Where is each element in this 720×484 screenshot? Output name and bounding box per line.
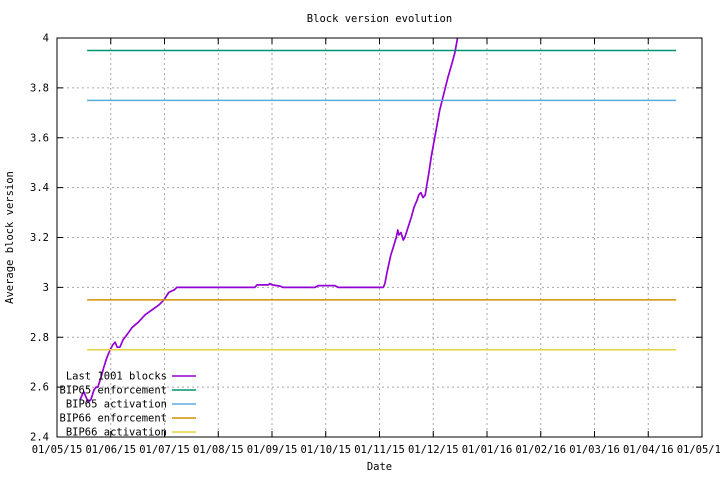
y-tick-label: 3.2 [30,232,49,244]
y-tick-label: 2.4 [30,432,49,444]
y-axis-label: Average block version [4,171,16,304]
x-tick-label: 01/05/15 [32,444,83,456]
x-tick-label: 01/12/15 [408,444,459,456]
x-tick-label: 01/10/15 [300,444,351,456]
legend-label: BIP66 activation [66,427,167,439]
x-tick-label: 01/02/16 [515,444,566,456]
y-tick-label: 4 [43,33,49,45]
legend-label: BIP66 enforcement [60,413,167,425]
y-tick-label: 2.6 [30,382,49,394]
legend-item: BIP65 activation [66,399,196,411]
main-series-line [79,38,459,403]
x-axis-label: Date [367,461,392,473]
x-tick-label: 01/11/15 [354,444,405,456]
x-tick-label: 01/06/15 [85,444,136,456]
x-tick-label: 01/04/16 [623,444,674,456]
x-tick-label: 01/09/15 [247,444,298,456]
legend-item: BIP66 activation [66,427,196,439]
y-tick-label: 3 [43,282,49,294]
x-tick-label: 01/07/15 [139,444,190,456]
y-tick-label: 3.4 [30,182,49,194]
y-tick-label: 3.6 [30,132,49,144]
legend-item: Last 1001 blocks [66,371,196,383]
legend-label: Last 1001 blocks [66,371,167,383]
y-tick-label: 3.8 [30,82,49,94]
chart-title: Block version evolution [307,13,452,25]
x-tick-label: 01/08/15 [193,444,244,456]
x-tick-label: 01/05/16 [677,444,720,456]
y-tick-label: 2.8 [30,332,49,344]
legend-label: BIP65 activation [66,399,167,411]
legend-item: BIP66 enforcement [60,413,196,425]
legend-item: BIP65 enforcement [60,385,196,397]
x-tick-label: 01/01/16 [462,444,513,456]
x-tick-label: 01/03/16 [569,444,620,456]
legend-label: BIP65 enforcement [60,385,167,397]
